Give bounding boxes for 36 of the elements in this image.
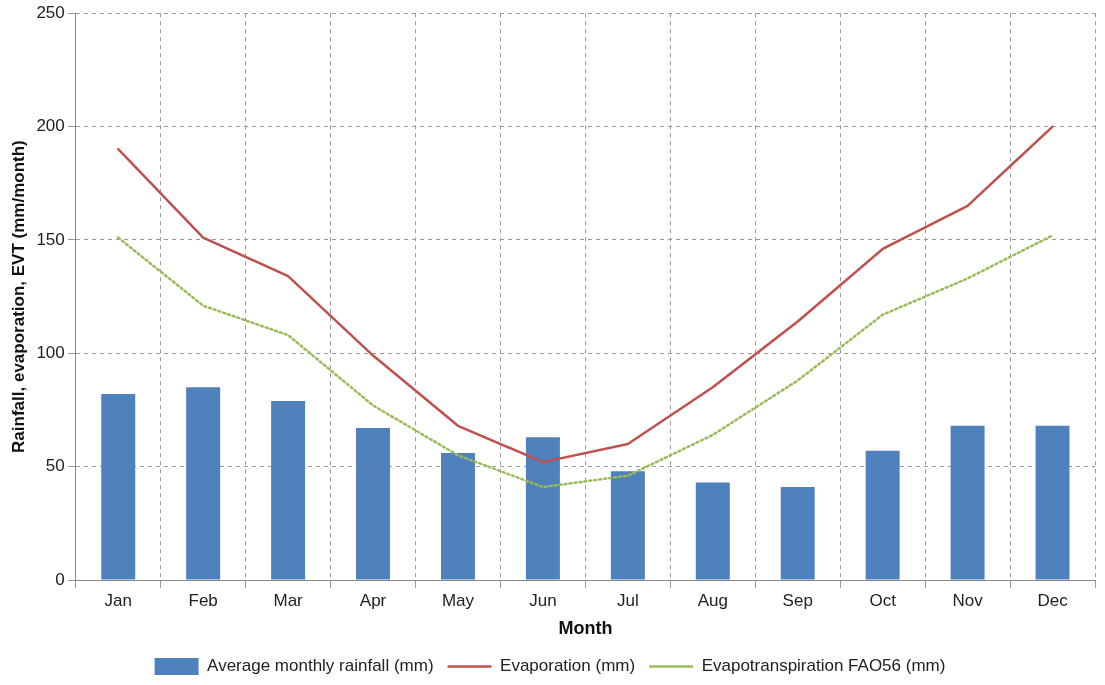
x-tick-label: Mar: [273, 590, 304, 610]
legend-label: Evaporation (mm): [500, 656, 636, 676]
bar: [1035, 425, 1070, 580]
legend-label: Average monthly rainfall (mm): [207, 656, 434, 676]
x-tick-label: Jan: [104, 590, 132, 610]
x-tick-label: Aug: [697, 590, 728, 610]
bar: [271, 400, 306, 580]
line-series: [116, 234, 1054, 489]
x-tick-label: Jul: [616, 590, 639, 610]
x-tick-label: Dec: [1037, 590, 1069, 610]
bar: [356, 428, 391, 580]
x-tick-label: Apr: [359, 590, 387, 610]
y-tick-label: 100: [36, 342, 65, 362]
y-tick-label: 200: [36, 116, 65, 136]
y-tick-label: 50: [45, 456, 65, 476]
x-tick-label: Oct: [869, 590, 897, 610]
bar: [950, 425, 985, 580]
bar: [610, 471, 645, 580]
x-tick-label: May: [441, 590, 475, 610]
bar: [525, 437, 560, 580]
y-tick-label: 0: [55, 569, 65, 589]
x-axis-title: Month: [558, 618, 613, 639]
bar: [101, 394, 136, 580]
x-tick-label: Jun: [529, 590, 557, 610]
y-axis-title: Rainfall, evaporation, EVT (mm/month): [8, 140, 28, 453]
x-tick-label: Nov: [952, 590, 984, 610]
legend-label: Evapotranspiration FAO56 (mm): [701, 656, 946, 676]
bar: [440, 453, 475, 580]
x-tick-label: Sep: [782, 590, 813, 610]
x-tick-label: Feb: [188, 590, 218, 610]
bar: [865, 450, 900, 580]
bar: [186, 387, 221, 580]
y-tick-label: 250: [36, 2, 65, 22]
bar: [780, 487, 815, 580]
y-tick-label: 150: [36, 229, 65, 249]
bar: [695, 482, 730, 580]
